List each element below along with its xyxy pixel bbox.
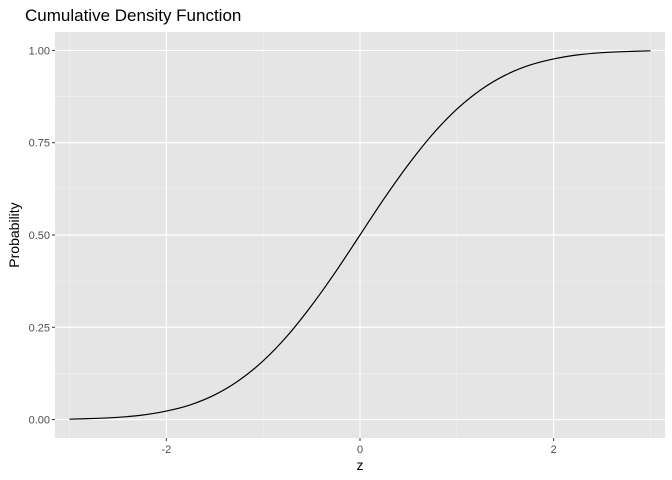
x-axis-title: z — [357, 457, 364, 473]
x-axis-ticks: -2 0 2 — [161, 438, 557, 456]
x-tick-label: 2 — [551, 444, 557, 456]
y-tick-label: 0.50 — [29, 230, 50, 242]
y-tick-label: 0.25 — [29, 322, 50, 334]
cdf-series-line — [69, 50, 651, 420]
y-tick-label: 0.00 — [29, 415, 50, 427]
y-tick-label: 1.00 — [29, 45, 50, 57]
x-tick-label: 0 — [357, 444, 363, 456]
y-axis-ticks: 0.00 0.25 0.50 0.75 1.00 — [29, 45, 55, 427]
y-axis-title: Probability — [6, 202, 22, 267]
chart-title: Cumulative Density Function — [25, 6, 241, 25]
x-tick-label: -2 — [161, 444, 171, 456]
y-tick-label: 0.75 — [29, 138, 50, 150]
